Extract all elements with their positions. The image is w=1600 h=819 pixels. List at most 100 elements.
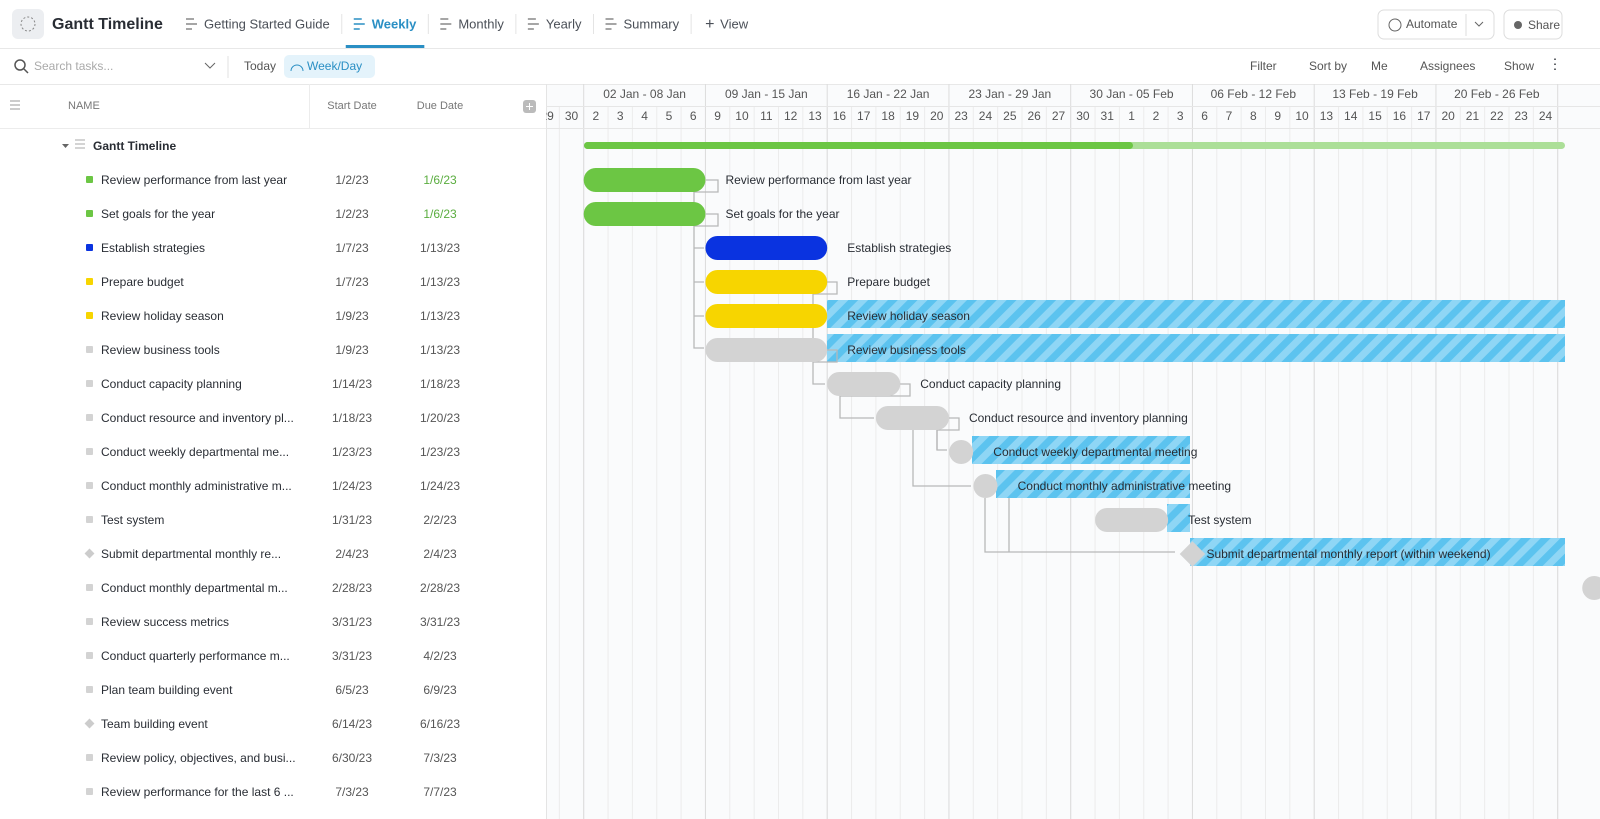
task-name[interactable]: Test system xyxy=(101,513,164,527)
start-date: 1/2/23 xyxy=(335,207,369,221)
day-label: 23 xyxy=(1514,109,1528,123)
start-date: 1/18/23 xyxy=(332,411,372,425)
task-name[interactable]: Review success metrics xyxy=(101,615,229,629)
task-name[interactable]: Conduct weekly departmental me... xyxy=(101,445,289,459)
add-view-plus: + xyxy=(705,16,714,33)
task-name[interactable]: Review holiday season xyxy=(101,309,224,323)
bar-label: Conduct resource and inventory planning xyxy=(969,411,1188,425)
week-label: 23 Jan - 29 Jan xyxy=(968,87,1051,101)
day-label: 26 xyxy=(1027,109,1041,123)
column-header: NAME xyxy=(68,100,100,112)
start-date: 1/2/23 xyxy=(335,173,369,187)
scale-button[interactable] xyxy=(284,55,375,78)
task-bar[interactable] xyxy=(583,168,706,192)
task-name[interactable]: Conduct monthly departmental m... xyxy=(101,581,288,595)
task-name[interactable]: Prepare budget xyxy=(101,275,184,289)
tab[interactable]: Summary xyxy=(624,16,680,31)
day-label: 6 xyxy=(1201,109,1208,123)
day-label: 4 xyxy=(641,109,648,123)
icon xyxy=(23,68,29,74)
tabs: Getting Started Guide Weekly Monthly Yearly… xyxy=(186,14,749,48)
bar-label: Set goals for the year xyxy=(725,207,839,221)
task-name[interactable]: Team building event xyxy=(101,717,208,731)
space-icon[interactable] xyxy=(12,9,44,39)
week-label: 13 Feb - 19 Feb xyxy=(1332,87,1418,101)
task-name[interactable]: Submit departmental monthly re... xyxy=(101,547,281,561)
day-label: 7 xyxy=(1226,109,1233,123)
icon xyxy=(1388,18,1402,32)
bar-label: Establish strategies xyxy=(847,241,951,255)
start-date: 1/14/23 xyxy=(332,377,372,391)
me-button[interactable]: Me xyxy=(1371,59,1388,73)
day-label: 9 xyxy=(1274,109,1281,123)
task-bar[interactable] xyxy=(705,338,828,362)
task-bar[interactable] xyxy=(583,202,706,226)
day-label: 5 xyxy=(666,109,673,123)
show-button[interactable]: Show xyxy=(1504,59,1534,73)
start-date: 1/23/23 xyxy=(332,445,372,459)
task-name[interactable]: Conduct quarterly performance m... xyxy=(101,649,290,663)
sort-button[interactable]: Sort by xyxy=(1309,59,1347,73)
filter-button[interactable]: Filter xyxy=(1250,59,1277,73)
day-label: 2 xyxy=(593,109,600,123)
task-status xyxy=(86,380,93,387)
today-button[interactable]: Today xyxy=(244,59,276,73)
tab-icon xyxy=(605,18,617,30)
start-date: 1/7/23 xyxy=(335,241,369,255)
share-button[interactable] xyxy=(1503,9,1563,40)
task-name[interactable]: Set goals for the year xyxy=(101,207,215,221)
task-status xyxy=(86,788,93,795)
icon xyxy=(1474,21,1484,27)
task-bar[interactable] xyxy=(875,406,949,430)
task-bar[interactable] xyxy=(1095,508,1169,532)
start-date: 1/9/23 xyxy=(335,309,369,323)
task-marker[interactable] xyxy=(949,440,974,464)
task-name[interactable]: Conduct resource and inventory pl... xyxy=(101,411,294,425)
bar-label: Review holiday season xyxy=(847,309,970,323)
task-name[interactable]: Conduct capacity planning xyxy=(101,377,242,391)
tab[interactable]: Yearly xyxy=(546,16,582,31)
search-input[interactable]: Search tasks... xyxy=(34,59,113,73)
task-name[interactable]: Review business tools xyxy=(101,343,220,357)
automate-label: Automate xyxy=(1406,17,1458,31)
collapse-icon[interactable] xyxy=(10,100,20,110)
due-date: 1/6/23 xyxy=(423,207,457,221)
task-bar[interactable] xyxy=(827,372,901,396)
expand-icon[interactable] xyxy=(62,144,69,148)
day-label: 14 xyxy=(1344,109,1358,123)
day-label: 24 xyxy=(979,109,993,123)
task-bar[interactable] xyxy=(705,270,828,294)
tab[interactable]: Weekly xyxy=(372,16,417,31)
day-label: 21 xyxy=(1466,109,1480,123)
icon xyxy=(526,103,533,110)
day-label: 19 xyxy=(906,109,920,123)
task-status xyxy=(86,210,93,217)
tab[interactable]: Monthly xyxy=(458,16,504,31)
day-label: 13 xyxy=(1320,109,1334,123)
task-bar[interactable] xyxy=(705,236,828,260)
automate-button[interactable] xyxy=(1377,9,1495,40)
task-status xyxy=(86,448,93,455)
tab[interactable]: Getting Started Guide xyxy=(204,16,330,31)
task-name[interactable]: Establish strategies xyxy=(101,241,205,255)
task-name[interactable]: Review performance for the last 6 ... xyxy=(101,785,294,799)
column-header: Start Date xyxy=(327,100,377,112)
task-marker[interactable] xyxy=(1582,576,1600,600)
task-marker[interactable] xyxy=(973,474,998,498)
day-label: 27 xyxy=(1052,109,1066,123)
top-bar xyxy=(0,0,1600,48)
task-name[interactable]: Review policy, objectives, and busi... xyxy=(101,751,296,765)
task-name[interactable]: Conduct monthly administrative m... xyxy=(101,479,292,493)
overdue-extension xyxy=(827,300,1565,328)
assignees-button[interactable]: Assignees xyxy=(1420,59,1475,73)
day-label: 8 xyxy=(1250,109,1257,123)
task-bar[interactable] xyxy=(705,304,828,328)
start-date: 2/4/23 xyxy=(335,547,369,561)
bar-label: Review business tools xyxy=(847,343,966,357)
task-name[interactable]: Plan team building event xyxy=(101,683,233,697)
add-view[interactable]: View xyxy=(720,16,749,31)
day-label: 13 xyxy=(808,109,822,123)
task-name[interactable]: Review performance from last year xyxy=(101,173,287,187)
task-status xyxy=(86,244,93,251)
more-button[interactable]: ⋮ xyxy=(1548,56,1562,72)
